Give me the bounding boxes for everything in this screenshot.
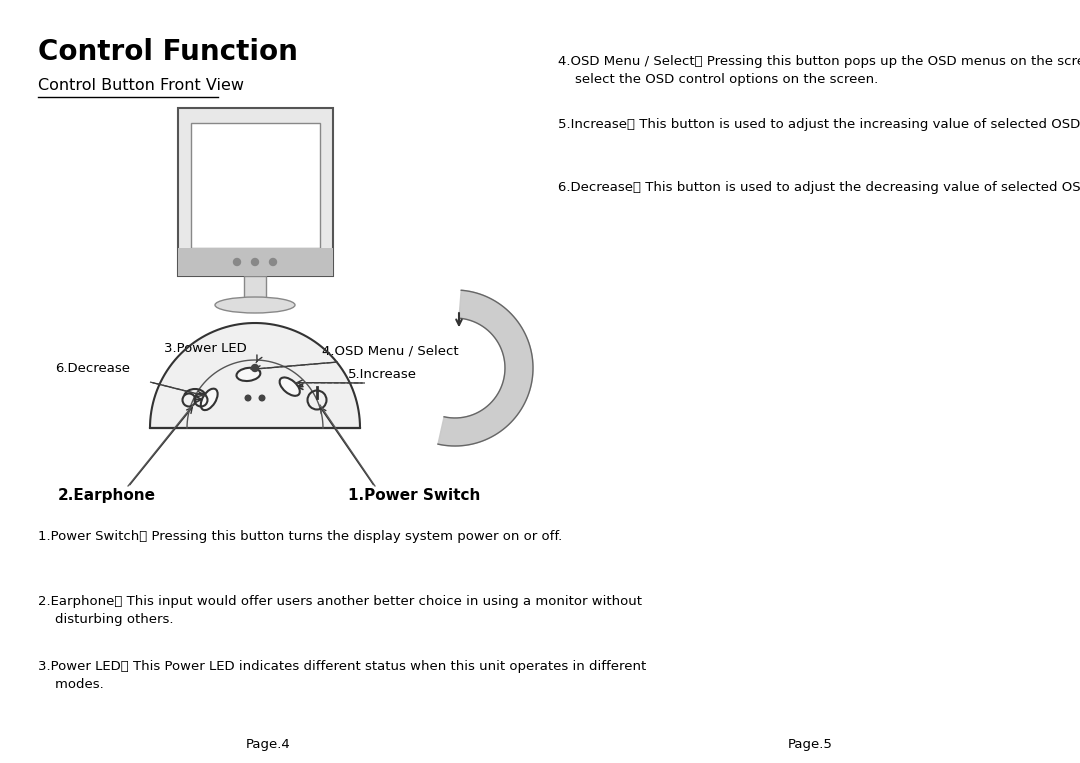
- Text: 4.OSD Menu / Select: 4.OSD Menu / Select: [322, 345, 459, 358]
- Text: 4.OSD Menu / Select： Pressing this button pops up the OSD menus on the screen, a: 4.OSD Menu / Select： Pressing this butto…: [558, 55, 1080, 86]
- Text: 1.Power Switch: 1.Power Switch: [348, 488, 481, 503]
- Text: Page.4: Page.4: [245, 738, 291, 751]
- Ellipse shape: [201, 388, 218, 410]
- Text: Page.5: Page.5: [787, 738, 833, 751]
- Bar: [177, 108, 333, 276]
- Text: 3.Power LED: 3.Power LED: [164, 342, 246, 355]
- Text: 1.Power Switch： Pressing this button turns the display system power on or off.: 1.Power Switch： Pressing this button tur…: [38, 530, 563, 543]
- Bar: [190, 123, 320, 248]
- Circle shape: [252, 365, 258, 372]
- Text: 6.Decrease: 6.Decrease: [55, 362, 130, 375]
- Circle shape: [252, 259, 258, 266]
- Text: 5.Increase： This button is used to adjust the increasing value of selected OSD c: 5.Increase： This button is used to adjus…: [558, 118, 1080, 131]
- Circle shape: [245, 395, 251, 401]
- Ellipse shape: [280, 378, 300, 396]
- Polygon shape: [438, 290, 534, 446]
- Text: Control Function: Control Function: [38, 38, 298, 66]
- Text: 2.Earphone: 2.Earphone: [58, 488, 156, 503]
- Text: 6.Decrease： This button is used to adjust the decreasing value of selected OSD c: 6.Decrease： This button is used to adjus…: [558, 181, 1080, 194]
- Text: Control Button Front View: Control Button Front View: [38, 78, 244, 93]
- Ellipse shape: [215, 297, 295, 313]
- Text: 5.Increase: 5.Increase: [348, 368, 417, 381]
- Circle shape: [259, 395, 265, 401]
- Text: 2.Earphone： This input would offer users another better choice in using a monito: 2.Earphone： This input would offer users…: [38, 595, 642, 626]
- Bar: [244, 276, 266, 298]
- Bar: [177, 248, 333, 276]
- Circle shape: [270, 259, 276, 266]
- Polygon shape: [150, 323, 360, 428]
- Circle shape: [233, 259, 241, 266]
- Ellipse shape: [237, 368, 260, 381]
- Text: 3.Power LED： This Power LED indicates different status when this unit operates i: 3.Power LED： This Power LED indicates di…: [38, 660, 646, 691]
